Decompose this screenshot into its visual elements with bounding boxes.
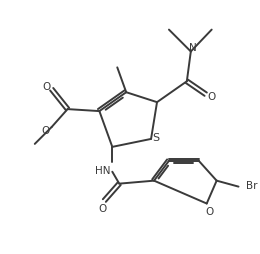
Text: O: O [43, 82, 51, 92]
Text: O: O [42, 125, 50, 135]
Text: N: N [189, 43, 197, 53]
Text: O: O [206, 207, 214, 217]
Text: S: S [152, 132, 160, 142]
Text: O: O [98, 204, 107, 214]
Text: Br: Br [246, 180, 258, 190]
Text: O: O [207, 92, 216, 102]
Text: HN: HN [95, 165, 110, 175]
